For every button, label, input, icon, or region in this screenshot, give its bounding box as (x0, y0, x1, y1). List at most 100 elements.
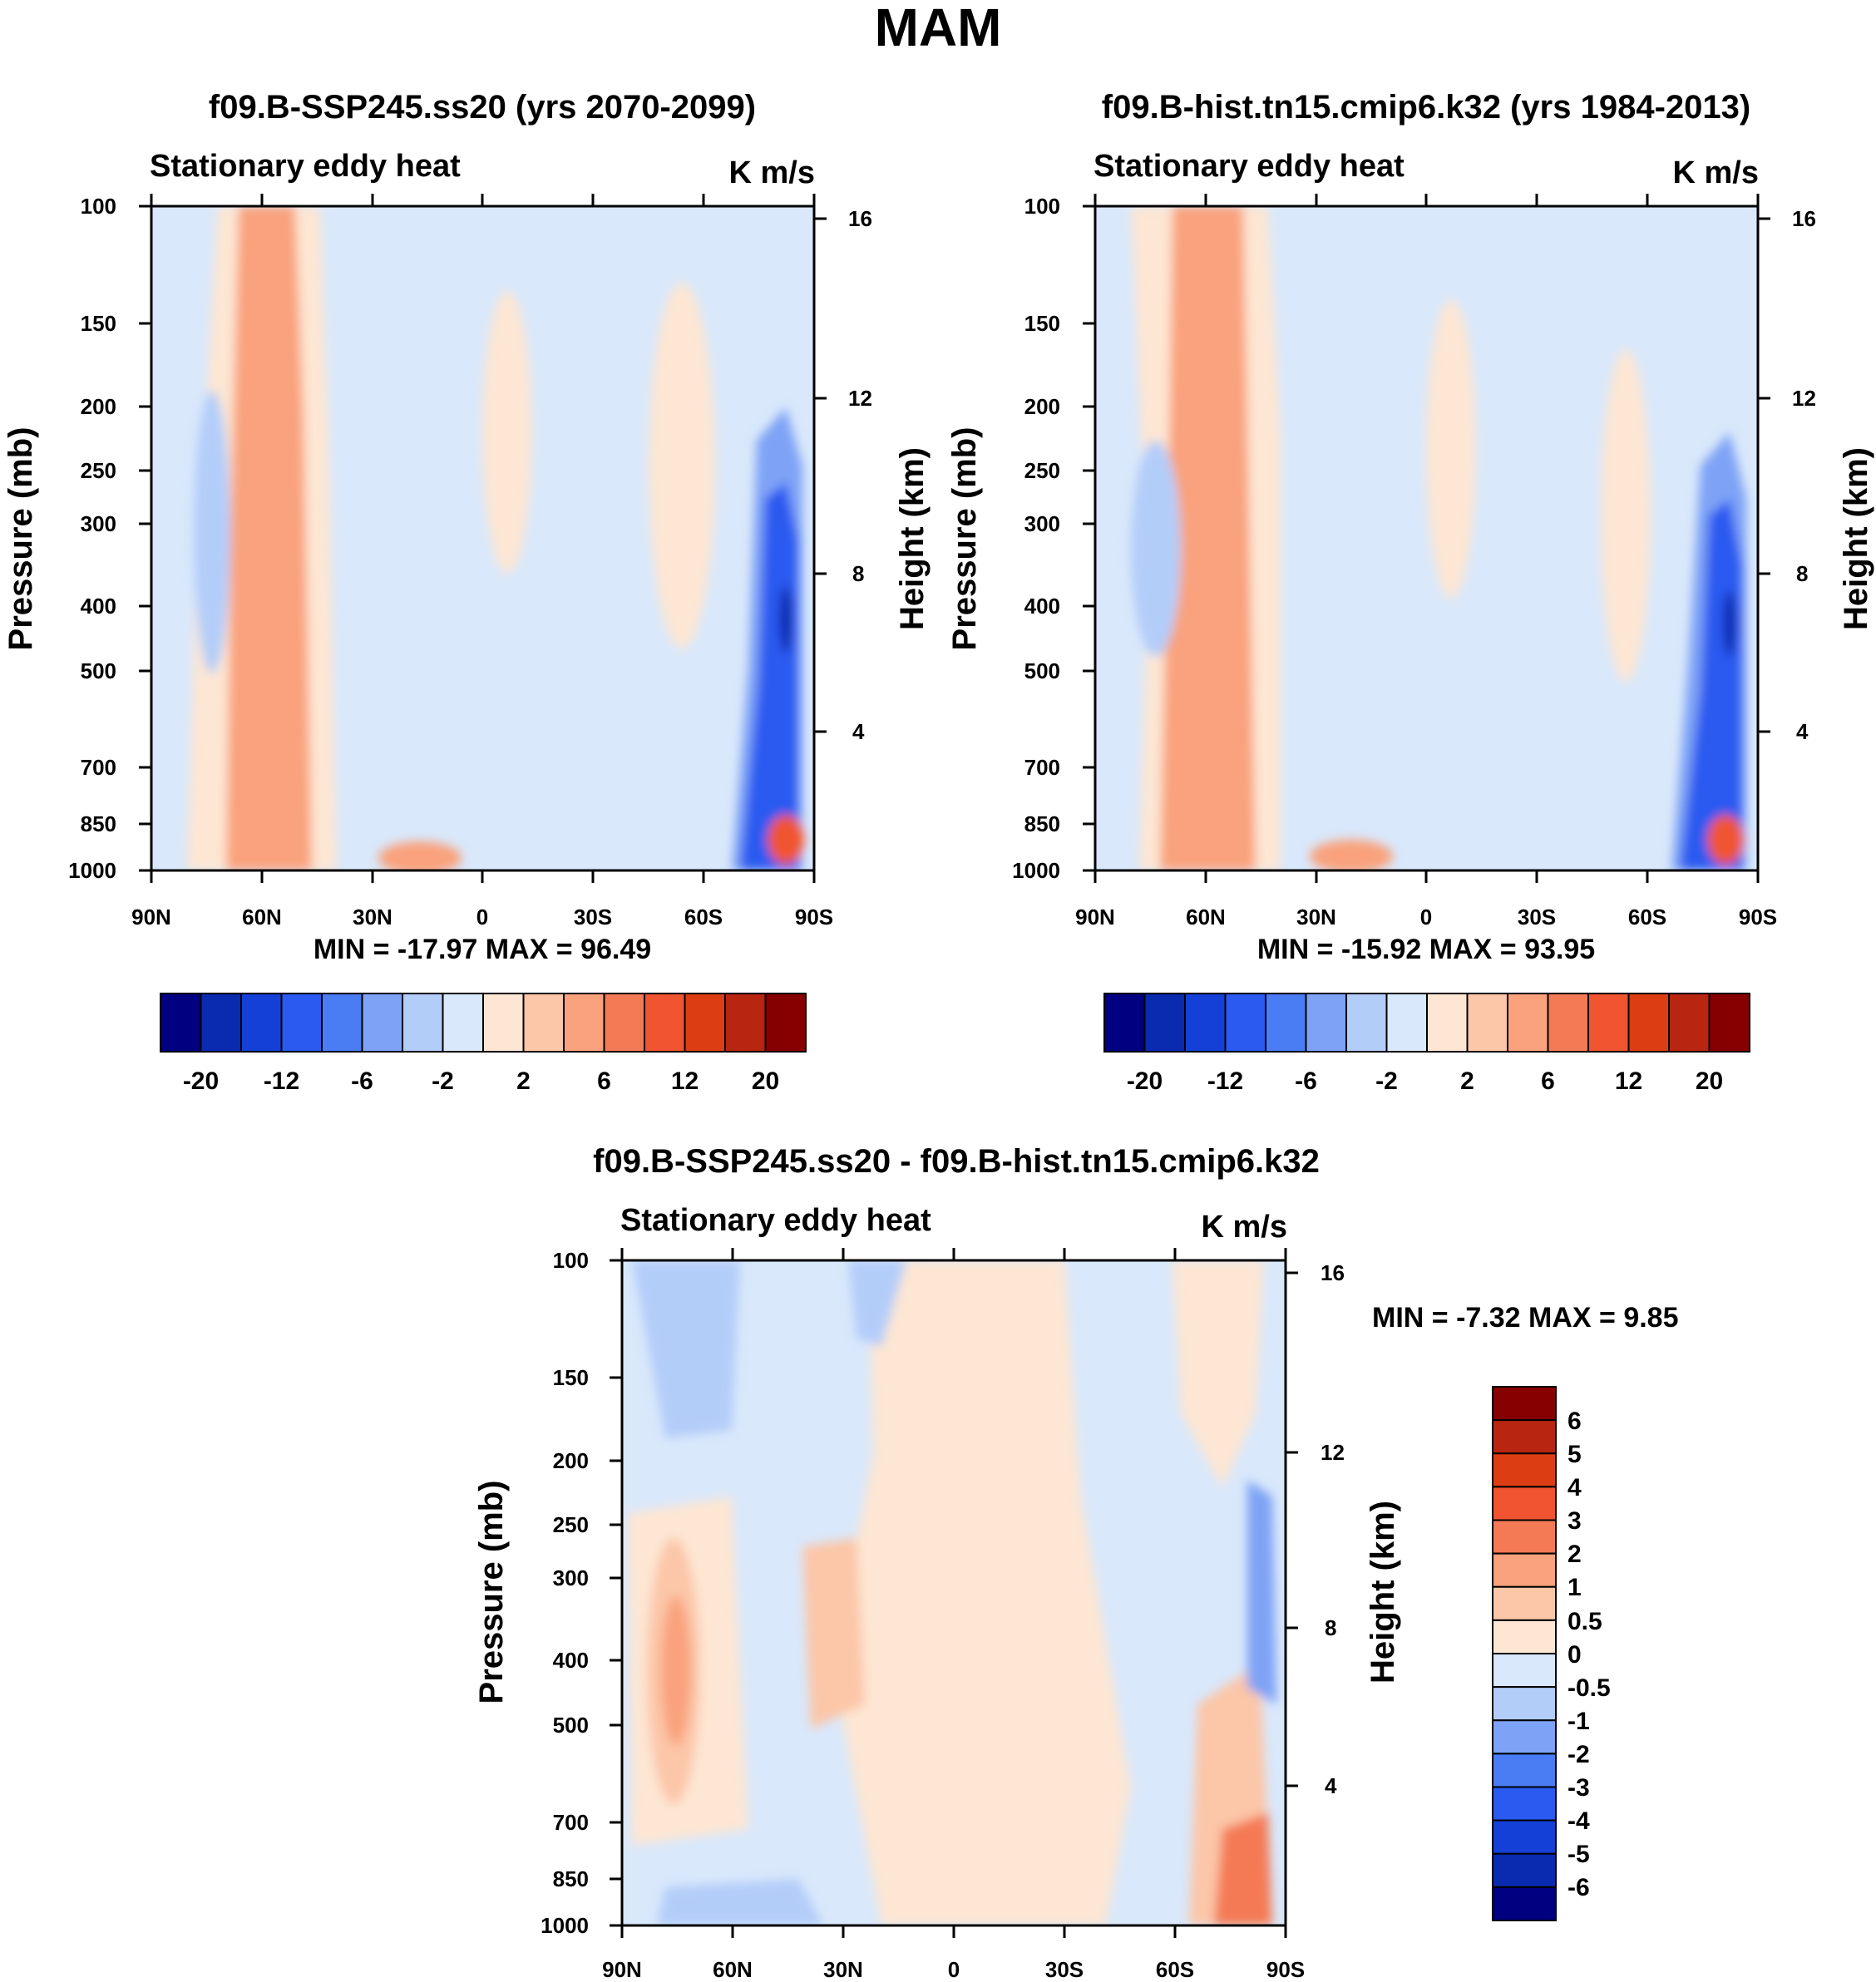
x-tick-label: 0 (1420, 905, 1432, 929)
y-axis: 100 150 200 250 300 400 500 700 850 1000 (1012, 194, 1095, 883)
stats-label: MIN = -17.97 MAX = 96.49 (313, 934, 651, 965)
colorbar-swatch (1492, 1519, 1557, 1555)
panel-hist: f09.B-hist.tn15.cmip6.k32 (yrs 1984-2013… (946, 89, 1874, 1095)
figure-title: MAM (875, 0, 1002, 57)
y-tick-label: 400 (553, 1648, 589, 1673)
x-tick-label: 60N (242, 905, 282, 929)
colorbar-label: -20 (183, 1067, 219, 1095)
colorbar-swatch (1492, 1585, 1557, 1621)
colorbar-swatch (1492, 1819, 1557, 1855)
contour-warm-region (832, 1260, 1131, 1925)
contour-warm-extreme (768, 815, 804, 865)
x-tick-label: 30N (823, 1957, 863, 1982)
colorbar-label: -2 (432, 1067, 454, 1095)
colorbar-swatch (563, 993, 605, 1053)
colorbar-swatch (200, 993, 242, 1053)
y-tick-label: 200 (1024, 394, 1060, 419)
x-tick-label: 90N (602, 1957, 642, 1982)
colorbar-label: 6 (597, 1067, 611, 1095)
y-tick-label: 850 (1024, 811, 1060, 836)
colorbar-swatch (1492, 1886, 1557, 1921)
y-tick-label: 400 (1024, 594, 1060, 619)
colorbar-label: -0.5 (1567, 1674, 1611, 1702)
colorbar-swatch (764, 993, 807, 1053)
left-label: Stationary eddy heat (620, 1203, 931, 1238)
contour-warm-patch (482, 291, 532, 574)
panel-title: f09.B-SSP245.ss20 - f09.B-hist.tn15.cmip… (593, 1143, 1320, 1180)
y-tick-label: 100 (81, 194, 116, 219)
x-tick-label: 30N (1296, 905, 1336, 929)
colorbar-label: -1 (1567, 1708, 1590, 1735)
left-label: Stationary eddy heat (150, 149, 461, 184)
y-tick-label: 100 (1024, 194, 1060, 219)
y-tick-label: 200 (553, 1448, 589, 1473)
contour-extreme (779, 586, 792, 653)
y2-tick-label: 16 (1321, 1260, 1345, 1285)
y2-tick-label: 4 (1325, 1773, 1337, 1798)
y2-tick-label: 16 (1792, 206, 1816, 231)
colorbar-label: 1 (1567, 1574, 1582, 1601)
colorbar-label: 12 (671, 1067, 699, 1095)
x-axis: 90N 60N 30N 0 30S 60S 90S (602, 1248, 1305, 1982)
colorbar-swatch (1492, 1386, 1557, 1422)
colorbar-label: 2 (1460, 1067, 1474, 1095)
y2-axis: 16 12 8 4 (1758, 206, 1816, 744)
y-axis-label: Pressure (mb) (473, 1481, 510, 1704)
y2-axis-label: Height (km) (894, 447, 931, 630)
colorbar-swatch (482, 993, 525, 1053)
colorbar-swatch (684, 993, 726, 1053)
contour-field (151, 206, 814, 870)
y-tick-label: 150 (1024, 311, 1060, 336)
contour-warm-patch (1426, 299, 1476, 599)
colorbar-swatch (1492, 1486, 1557, 1521)
colorbar-swatch (1265, 993, 1307, 1053)
y-axis-label: Pressure (mb) (946, 427, 983, 651)
y-tick-label: 250 (553, 1512, 589, 1537)
colorbar-swatch (1492, 1619, 1557, 1654)
colorbar: -20 -12 -6 -2 2 6 12 20 (160, 993, 807, 1095)
colorbar-swatch (1466, 993, 1508, 1053)
colorbar-label: -6 (1295, 1067, 1317, 1095)
y-axis: 100 150 200 250 300 400 500 700 850 1000 (541, 1248, 622, 1938)
y2-axis: 16 12 8 4 (814, 206, 872, 744)
y2-tick-label: 16 (848, 206, 872, 231)
colorbar-swatch (603, 993, 645, 1053)
colorbar-swatch (1426, 993, 1469, 1053)
x-tick-label: 0 (948, 1957, 960, 1982)
y-tick-label: 200 (81, 394, 116, 419)
colorbar-label: -12 (264, 1067, 299, 1095)
stats-label: MIN = -7.32 MAX = 9.85 (1372, 1302, 1679, 1334)
x-tick-label: 60N (713, 1957, 753, 1982)
colorbar-swatch (644, 993, 686, 1053)
left-label: Stationary eddy heat (1094, 149, 1405, 184)
y-tick-label: 150 (553, 1365, 589, 1390)
colorbar-swatch (1587, 993, 1630, 1053)
colorbar-swatch (1492, 1653, 1557, 1689)
y2-tick-label: 12 (1321, 1440, 1345, 1465)
colorbar-label: 12 (1615, 1067, 1642, 1095)
y-tick-label: 1000 (1012, 858, 1060, 883)
colorbar-swatch (1492, 1419, 1557, 1455)
contour-warm-core (661, 1596, 691, 1746)
colorbar-swatch (1492, 1552, 1557, 1588)
y-tick-label: 500 (1024, 658, 1060, 683)
y2-axis-label: Height (km) (1365, 1501, 1401, 1684)
y-tick-label: 150 (81, 311, 116, 336)
y-tick-label: 500 (553, 1713, 589, 1738)
colorbar-swatch (1224, 993, 1266, 1053)
contour-warm-core (1214, 1812, 1272, 1925)
x-tick-label: 90N (1075, 905, 1115, 929)
colorbar-label: 6 (1567, 1408, 1582, 1435)
contour-cool-patch (194, 391, 230, 673)
panel-title: f09.B-SSP245.ss20 (yrs 2070-2099) (209, 89, 756, 126)
colorbar-swatch (1492, 1753, 1557, 1788)
x-tick-label: 60S (1628, 905, 1666, 929)
x-tick-label: 90S (1266, 1957, 1305, 1982)
contour-cool-region (1247, 1480, 1276, 1704)
contour-warm-extreme (1707, 815, 1744, 865)
contour-extreme (1723, 590, 1736, 657)
y-tick-label: 500 (81, 658, 116, 683)
contour-cool-region (657, 1879, 823, 1925)
panel-title: f09.B-hist.tn15.cmip6.k32 (yrs 1984-2013… (1102, 89, 1750, 126)
colorbar-swatch (1668, 993, 1711, 1053)
